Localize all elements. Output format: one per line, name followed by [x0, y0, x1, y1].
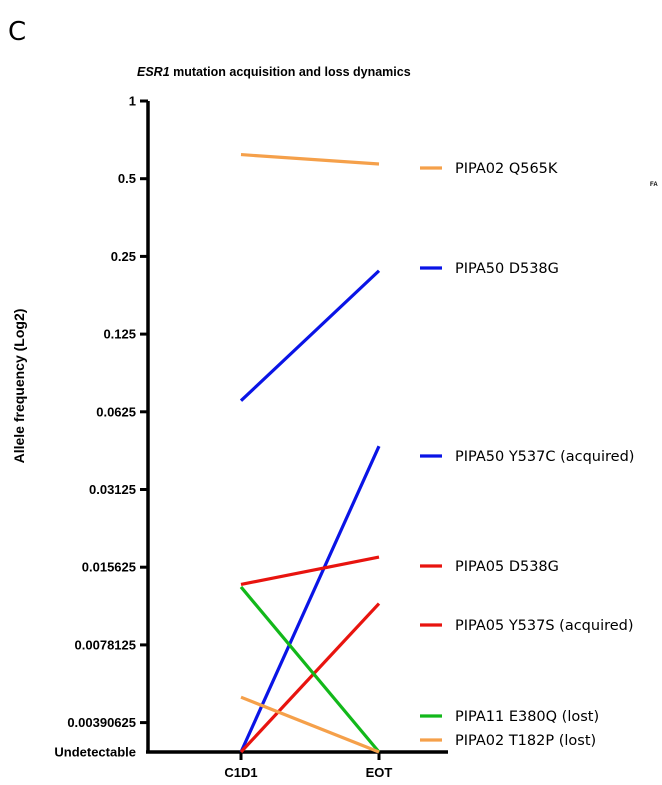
- y-tick-label: 0.0625: [96, 404, 136, 419]
- legend-label: PIPA05 Y537S (acquired): [455, 618, 634, 634]
- legend-label: PIPA02 T182P (lost): [455, 733, 596, 749]
- legend-label: PIPA50 Y537C (acquired): [455, 449, 634, 465]
- y-ticks: 1 0.5 0.25 0.125 0.0625 0.03125 0.015625 0.0078…: [54, 94, 148, 760]
- series-line: [239, 585, 381, 754]
- series-line: [239, 445, 381, 753]
- legend-label: PIPA05 D538G: [455, 559, 559, 575]
- y-tick-label: 0.03125: [89, 482, 136, 497]
- y-tick-label: 1: [129, 94, 136, 109]
- chart-title: ESR1 mutation acquisition and loss dynam…: [137, 65, 411, 79]
- y-tick-label: 0.25: [111, 249, 136, 264]
- y-tick-label: 0.00390625: [67, 715, 136, 730]
- chart-title-gene: ESR1: [137, 65, 170, 79]
- x-tick-label: EOT: [366, 765, 393, 780]
- legend: PIPA02 Q565K PIPA50 D538G PIPA50 Y537C (ac…: [420, 161, 634, 749]
- panel-letter: C: [8, 17, 26, 47]
- legend-label: PIPA02 Q565K: [455, 161, 558, 177]
- series-line: [240, 152, 380, 166]
- y-tick-label: 0.015625: [82, 560, 136, 575]
- y-tick-label: 0.5: [118, 171, 136, 186]
- x-ticks: C1D1 EOT: [224, 752, 392, 780]
- chart-title-rest: mutation acquisition and loss dynamics: [170, 65, 411, 79]
- y-tick-label: 0.0078125: [75, 637, 136, 652]
- x-tick-label: C1D1: [224, 765, 257, 780]
- series-line: [239, 602, 381, 754]
- y-tick-label: Undetectable: [54, 745, 136, 760]
- legend-label: PIPA11 E380Q (lost): [455, 709, 599, 725]
- y-tick-label: 0.125: [103, 327, 136, 342]
- corner-note: FA: [650, 182, 658, 188]
- series-line: [240, 555, 380, 586]
- series-line: [240, 695, 380, 754]
- y-axis-label: Allele frequency (Log2): [11, 309, 27, 464]
- series-line: [239, 269, 381, 402]
- legend-label: PIPA50 D538G: [455, 261, 559, 277]
- series-lines: [239, 152, 381, 754]
